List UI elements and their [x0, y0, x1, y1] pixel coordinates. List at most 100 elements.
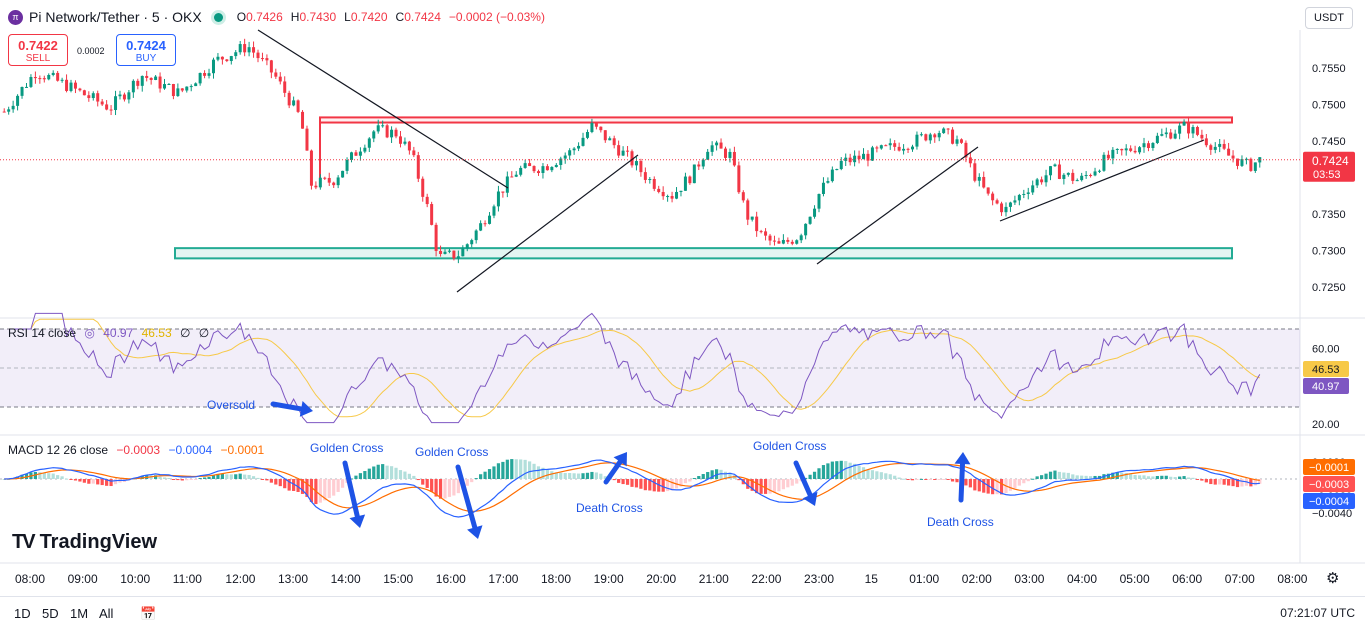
macd-histogram-bar [1035, 476, 1039, 479]
candle-body [772, 240, 776, 242]
macd-histogram-bar [456, 479, 460, 494]
macd-histogram-bar [723, 471, 728, 479]
candle-body [1204, 138, 1208, 146]
macd-histogram-bar [893, 475, 897, 479]
range-all-button[interactable]: All [99, 606, 114, 621]
candle-body [572, 148, 576, 151]
sell-button[interactable]: 0.7422 SELL [8, 34, 68, 66]
candle-body [523, 163, 527, 168]
macd-histogram-bar [746, 479, 750, 489]
candle-body [1178, 125, 1182, 134]
macd-histogram-bar [977, 479, 981, 492]
macd-legend[interactable]: MACD 12 26 close −0.0003 −0.0004 −0.0001 [8, 443, 265, 457]
macd-histogram-bar [661, 479, 665, 492]
macd-histogram-bar [51, 473, 55, 479]
macd-value-tag-label: −0.0004 [1309, 496, 1349, 508]
macd-histogram-bar [372, 466, 376, 479]
candle-body [1075, 180, 1079, 182]
candle-body [1218, 143, 1222, 147]
range-1d-button[interactable]: 1D [14, 606, 31, 621]
candle-body [764, 231, 768, 236]
range-5d-button[interactable]: 5D [42, 606, 59, 621]
macd-histogram-bar [283, 479, 287, 489]
macd-histogram-bar [167, 477, 171, 479]
macd-histogram-bar [861, 467, 866, 479]
candle-body [136, 80, 140, 86]
macd-histogram-bar [105, 479, 109, 486]
macd-histogram-bar [1124, 472, 1128, 479]
macd-histogram-bar [750, 479, 754, 491]
macd-histogram-bar [955, 479, 959, 483]
annotation-arrow [270, 401, 304, 412]
macd-histogram-bar [1080, 475, 1084, 479]
candle-body [835, 169, 839, 171]
candle-body [550, 167, 554, 171]
symbol-title[interactable]: Pi Network/Tether · 5 · OKX [29, 9, 202, 25]
candle-body [1200, 134, 1204, 139]
macd-histogram-bar [563, 473, 567, 479]
cross-annotation: Death Cross [927, 515, 994, 529]
macd-histogram-bar [243, 474, 247, 479]
utc-clock[interactable]: 07:21:07 UTC [1280, 606, 1355, 620]
time-axis-label: 07:00 [1225, 572, 1255, 586]
candle-body [630, 151, 634, 166]
candle-body [439, 250, 443, 254]
macd-histogram-bar [154, 475, 158, 479]
macd-histogram-bar [100, 479, 104, 486]
macd-histogram-bar [1222, 479, 1226, 485]
cross-annotation: Death Cross [576, 501, 643, 515]
candle-body [16, 95, 20, 106]
macd-histogram-bar [1204, 479, 1208, 483]
macd-histogram-bar [185, 479, 189, 481]
candle-body [1195, 127, 1199, 135]
candle-body [452, 250, 456, 259]
candle-body [114, 96, 118, 111]
candle-body [1213, 146, 1217, 150]
candle-body [870, 147, 874, 161]
current-price-label: 0.7424 [1312, 154, 1349, 168]
candle-body [617, 145, 621, 156]
candle-body [403, 141, 407, 144]
candle-body [608, 138, 612, 141]
macd-histogram-bar [87, 479, 91, 484]
candle-body [768, 235, 772, 241]
candle-body [1031, 185, 1035, 193]
candle-body [862, 153, 866, 160]
candle-body [269, 60, 273, 73]
candle-body [973, 163, 977, 181]
candle-body [942, 128, 946, 134]
candle-body [283, 81, 287, 93]
buy-button[interactable]: 0.7424 BUY [116, 34, 176, 66]
macd-histogram-bar [1235, 479, 1240, 488]
macd-histogram-bar [1088, 476, 1093, 479]
candle-body [594, 122, 598, 127]
range-1m-button[interactable]: 1M [70, 606, 89, 621]
time-axis-label: 22:00 [751, 572, 781, 586]
calendar-icon[interactable]: 📅 [140, 606, 157, 621]
candle-body [220, 56, 224, 60]
currency-selector[interactable]: USDT [1305, 7, 1353, 29]
tradingview-logo[interactable]: TV TradingView [12, 531, 158, 553]
macd-histogram-bar [1155, 475, 1159, 479]
candle-body [603, 130, 607, 141]
macd-histogram-bar [550, 471, 554, 479]
candle-body [505, 176, 509, 193]
macd-histogram-bar [292, 479, 296, 491]
macd-histogram-bar [38, 472, 42, 479]
candle-body [692, 164, 696, 184]
trendline [816, 146, 979, 265]
candle-body [100, 101, 104, 105]
macd-histogram-bar [247, 474, 251, 479]
macd-histogram-bar [496, 463, 501, 479]
settings-icon[interactable]: ⚙ [1326, 570, 1340, 587]
macd-histogram-bar [1137, 475, 1142, 479]
time-axis-label: 03:00 [1014, 572, 1044, 586]
candle-body [545, 166, 549, 171]
rsi-legend[interactable]: RSI 14 close ◎ 40.97 46.53 ∅ ∅ [8, 326, 210, 340]
macd-histogram-bar [919, 478, 923, 480]
candle-body [514, 174, 518, 177]
candle-body [252, 47, 256, 53]
macd-histogram-bar [505, 459, 509, 479]
candle-body [581, 137, 585, 146]
